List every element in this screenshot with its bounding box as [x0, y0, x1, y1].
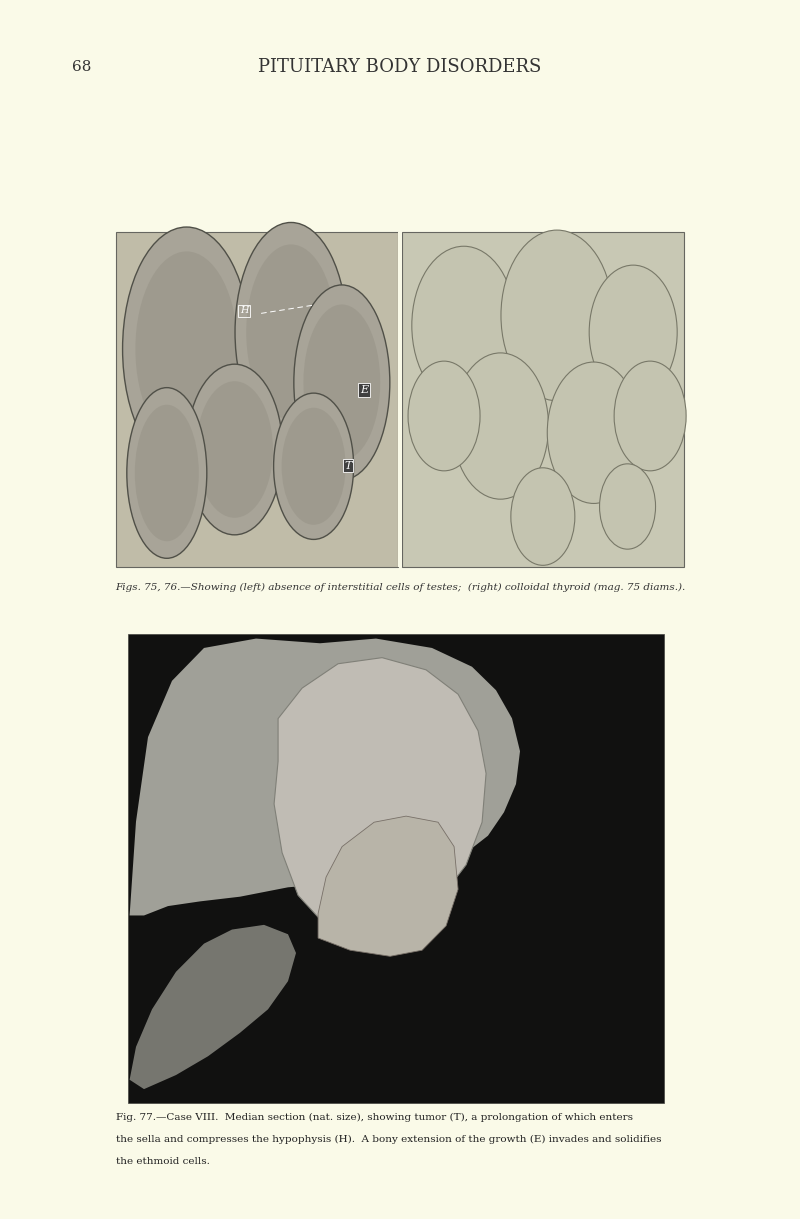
Circle shape [614, 361, 686, 471]
Text: PITUITARY BODY DISORDERS: PITUITARY BODY DISORDERS [258, 59, 542, 76]
Text: Fig. 77.—Case VIII.  Median section (nat. size), showing tumor (T), a prolongati: Fig. 77.—Case VIII. Median section (nat.… [116, 1113, 633, 1121]
Ellipse shape [294, 285, 390, 480]
Circle shape [408, 361, 480, 471]
Circle shape [453, 354, 549, 499]
Ellipse shape [135, 251, 238, 446]
Ellipse shape [274, 393, 354, 539]
Text: H: H [240, 306, 248, 316]
Text: Figs. 75, 76.—Showing (left) absence of interstitial cells of testes;  (right) c: Figs. 75, 76.—Showing (left) absence of … [115, 583, 685, 591]
Circle shape [599, 464, 655, 549]
Bar [128, 634, 664, 1103]
Circle shape [547, 362, 640, 503]
Circle shape [589, 266, 677, 399]
Ellipse shape [303, 305, 380, 461]
Polygon shape [130, 925, 296, 1089]
Ellipse shape [186, 364, 282, 535]
Ellipse shape [282, 407, 346, 524]
Polygon shape [318, 817, 458, 956]
Bar [398, 232, 402, 567]
Circle shape [511, 468, 575, 566]
Text: T: T [344, 461, 352, 471]
Ellipse shape [127, 388, 207, 558]
Ellipse shape [196, 382, 273, 518]
Bar [402, 232, 684, 567]
Polygon shape [130, 639, 520, 915]
Bar [116, 232, 398, 567]
Text: the sella and compresses the hypophysis (H).  A bony extension of the growth (E): the sella and compresses the hypophysis … [116, 1135, 662, 1143]
Ellipse shape [235, 222, 347, 442]
Ellipse shape [135, 405, 199, 541]
Text: E: E [360, 385, 368, 395]
Circle shape [412, 246, 516, 405]
Polygon shape [274, 657, 486, 939]
Ellipse shape [122, 227, 250, 471]
Text: 68: 68 [72, 60, 91, 74]
Circle shape [501, 230, 613, 401]
Text: the ethmoid cells.: the ethmoid cells. [116, 1157, 210, 1165]
Ellipse shape [246, 244, 336, 419]
